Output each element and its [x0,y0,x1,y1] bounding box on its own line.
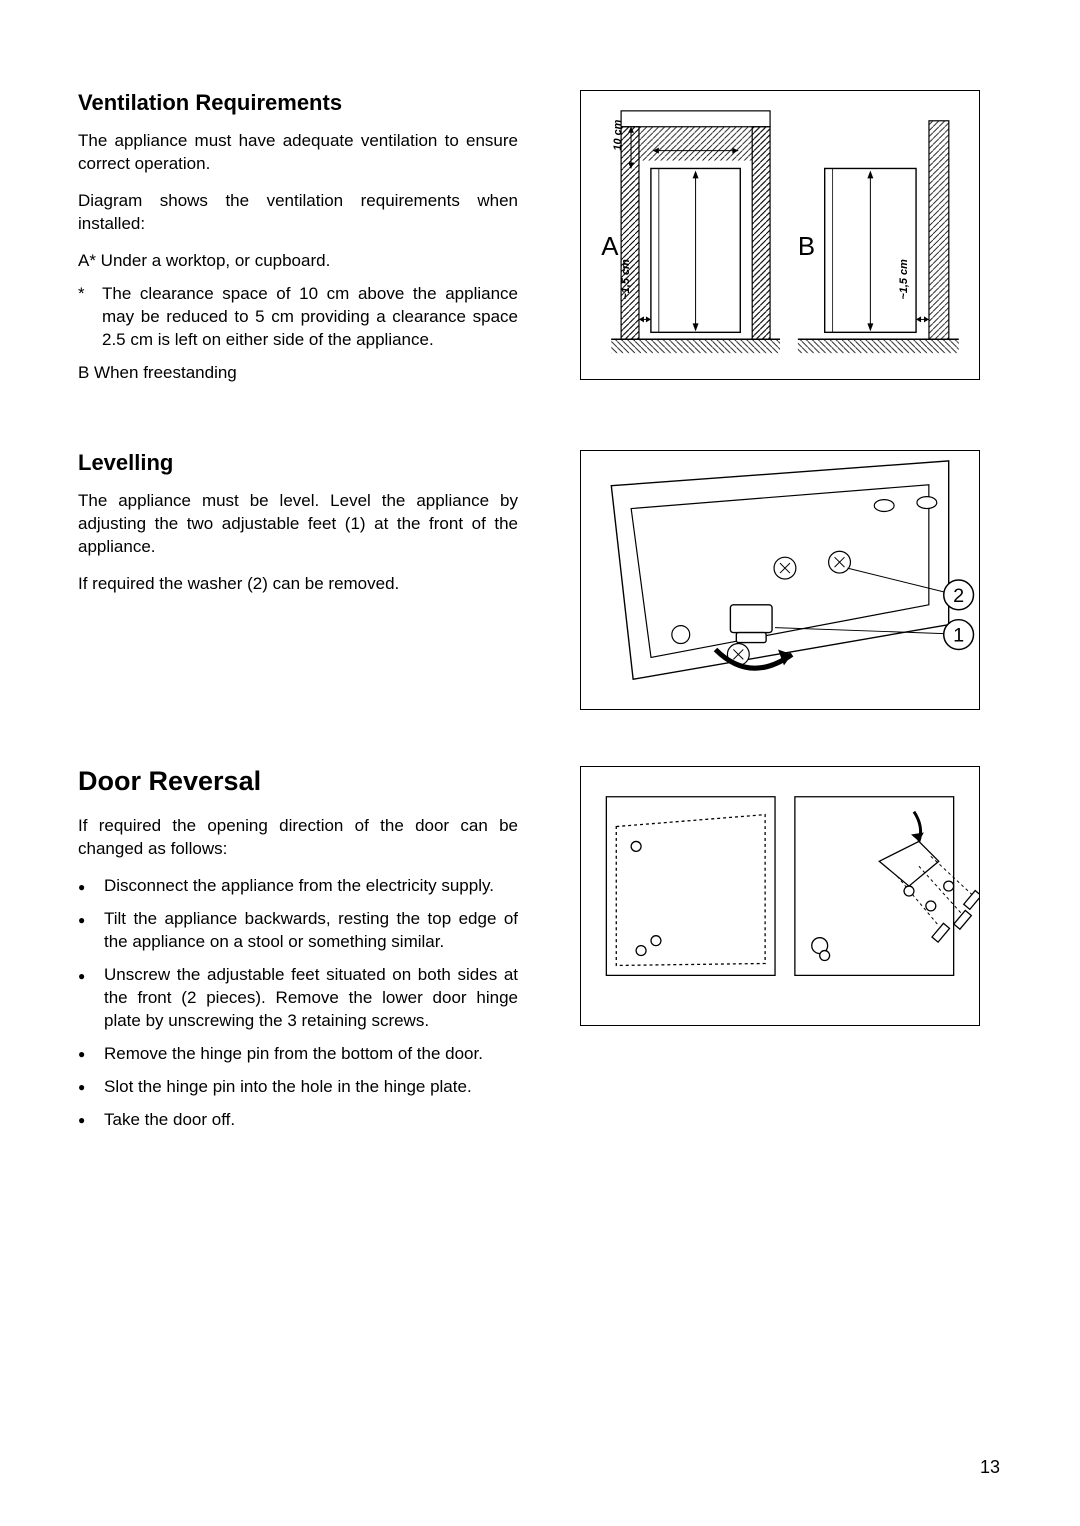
levelling-p2: If required the washer (2) can be remove… [78,573,518,596]
star-marker: * [78,283,102,306]
door-heading: Door Reversal [78,766,518,797]
diagram-a-top-gap: 10 cm [612,119,624,150]
ventilation-p2: Diagram shows the ventilation requiremen… [78,190,518,236]
page-number: 13 [980,1457,1000,1478]
door-b4: Remove the hinge pin from the bottom of … [78,1043,518,1066]
levelling-diagram: 2 1 [580,450,980,710]
door-diagram-col [558,766,1002,1141]
door-text-col: Door Reversal If required the opening di… [78,766,518,1141]
diagram-a-label: A [601,233,619,261]
door-b5: Slot the hinge pin into the hole in the … [78,1076,518,1099]
levelling-callout-2: 2 [953,585,964,607]
levelling-section: Levelling The appliance must be level. L… [78,450,1002,710]
diagram-b-side-gap: ~1,5 cm [898,259,910,300]
levelling-diagram-col: 2 1 [558,450,1002,710]
ventilation-section: Ventilation Requirements The appliance m… [78,90,1002,394]
ventilation-text-col: Ventilation Requirements The appliance m… [78,90,518,394]
ventilation-b-line: B When freestanding [78,362,518,385]
ventilation-p1: The appliance must have adequate ventila… [78,130,518,176]
star-text: The clearance space of 10 cm above the a… [102,284,518,349]
door-b6: Take the door off. [78,1109,518,1132]
door-reversal-section: Door Reversal If required the opening di… [78,766,1002,1141]
levelling-text-col: Levelling The appliance must be level. L… [78,450,518,710]
diagram-b-label: B [798,233,815,261]
levelling-heading: Levelling [78,450,518,476]
levelling-callout-1: 1 [953,625,964,647]
door-b2: Tilt the appliance backwards, resting th… [78,908,518,954]
ventilation-diagram-col: 10 cm ~1,5 cm A [558,90,1002,394]
levelling-p1: The appliance must be level. Level the a… [78,490,518,559]
door-p1: If required the opening direction of the… [78,815,518,861]
ventilation-a-line: A* Under a worktop, or cupboard. [78,250,518,273]
ventilation-star-note: *The clearance space of 10 cm above the … [78,283,518,352]
door-reversal-diagram [580,766,980,1026]
door-b1: Disconnect the appliance from the electr… [78,875,518,898]
diagram-a-side-gap: ~1,5 cm [620,259,632,300]
door-b3: Unscrew the adjustable feet situated on … [78,964,518,1033]
ventilation-heading: Ventilation Requirements [78,90,518,116]
door-bullet-list: Disconnect the appliance from the electr… [78,875,518,1131]
ventilation-diagram: 10 cm ~1,5 cm A [580,90,980,380]
